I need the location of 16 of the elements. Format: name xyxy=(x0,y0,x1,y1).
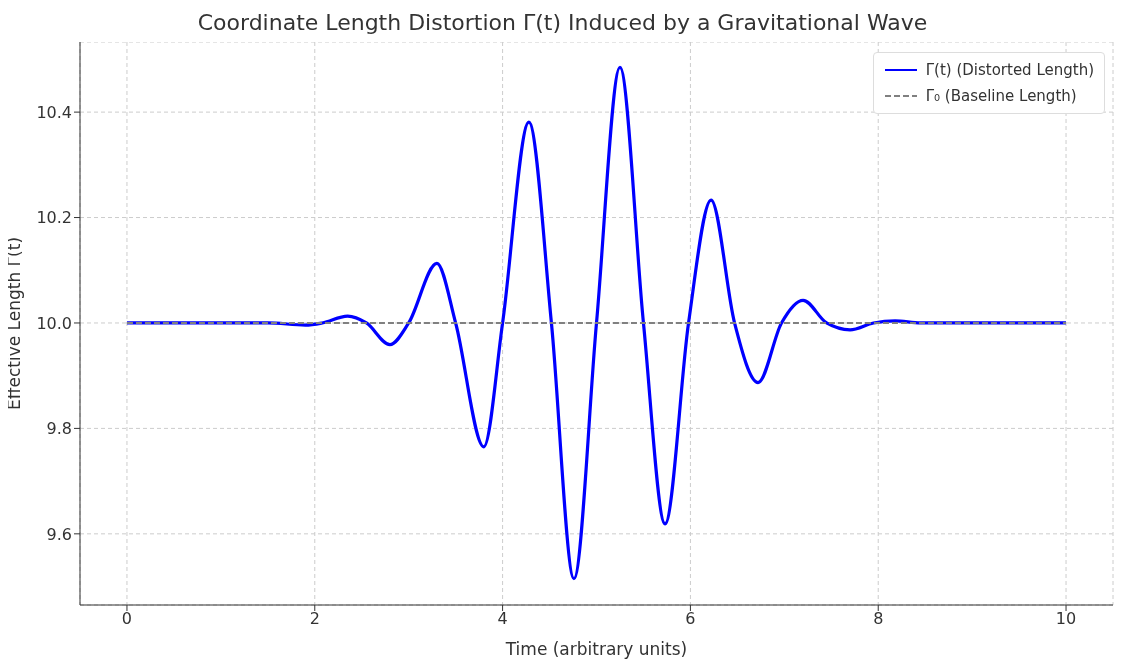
y-tick-label: 10.2 xyxy=(36,208,72,228)
y-tick-label: 10.0 xyxy=(36,313,72,333)
legend-label: Γ(t) (Distorted Length) xyxy=(925,61,1094,79)
chart-title: Coordinate Length Distortion Γ(t) Induced by a Gravitational Wave xyxy=(196,9,929,37)
y-tick-label: 9.8 xyxy=(46,419,72,439)
y-axis-title: Effective Length Γ(t) xyxy=(4,236,25,411)
y-tick-label: 9.6 xyxy=(46,524,72,544)
y-tick-label: 10.4 xyxy=(36,102,72,122)
x-tick-label: 8 xyxy=(873,609,884,629)
legend-label: Γ₀ (Baseline Length) xyxy=(925,87,1077,105)
x-tick-label: 4 xyxy=(497,609,508,629)
x-axis-title: Time (arbitrary units) xyxy=(504,639,688,659)
x-tick-label: 2 xyxy=(309,609,320,629)
x-tick-label: 6 xyxy=(685,609,696,629)
x-tick-label: 10 xyxy=(1055,609,1077,629)
x-tick-label: 0 xyxy=(121,609,133,629)
